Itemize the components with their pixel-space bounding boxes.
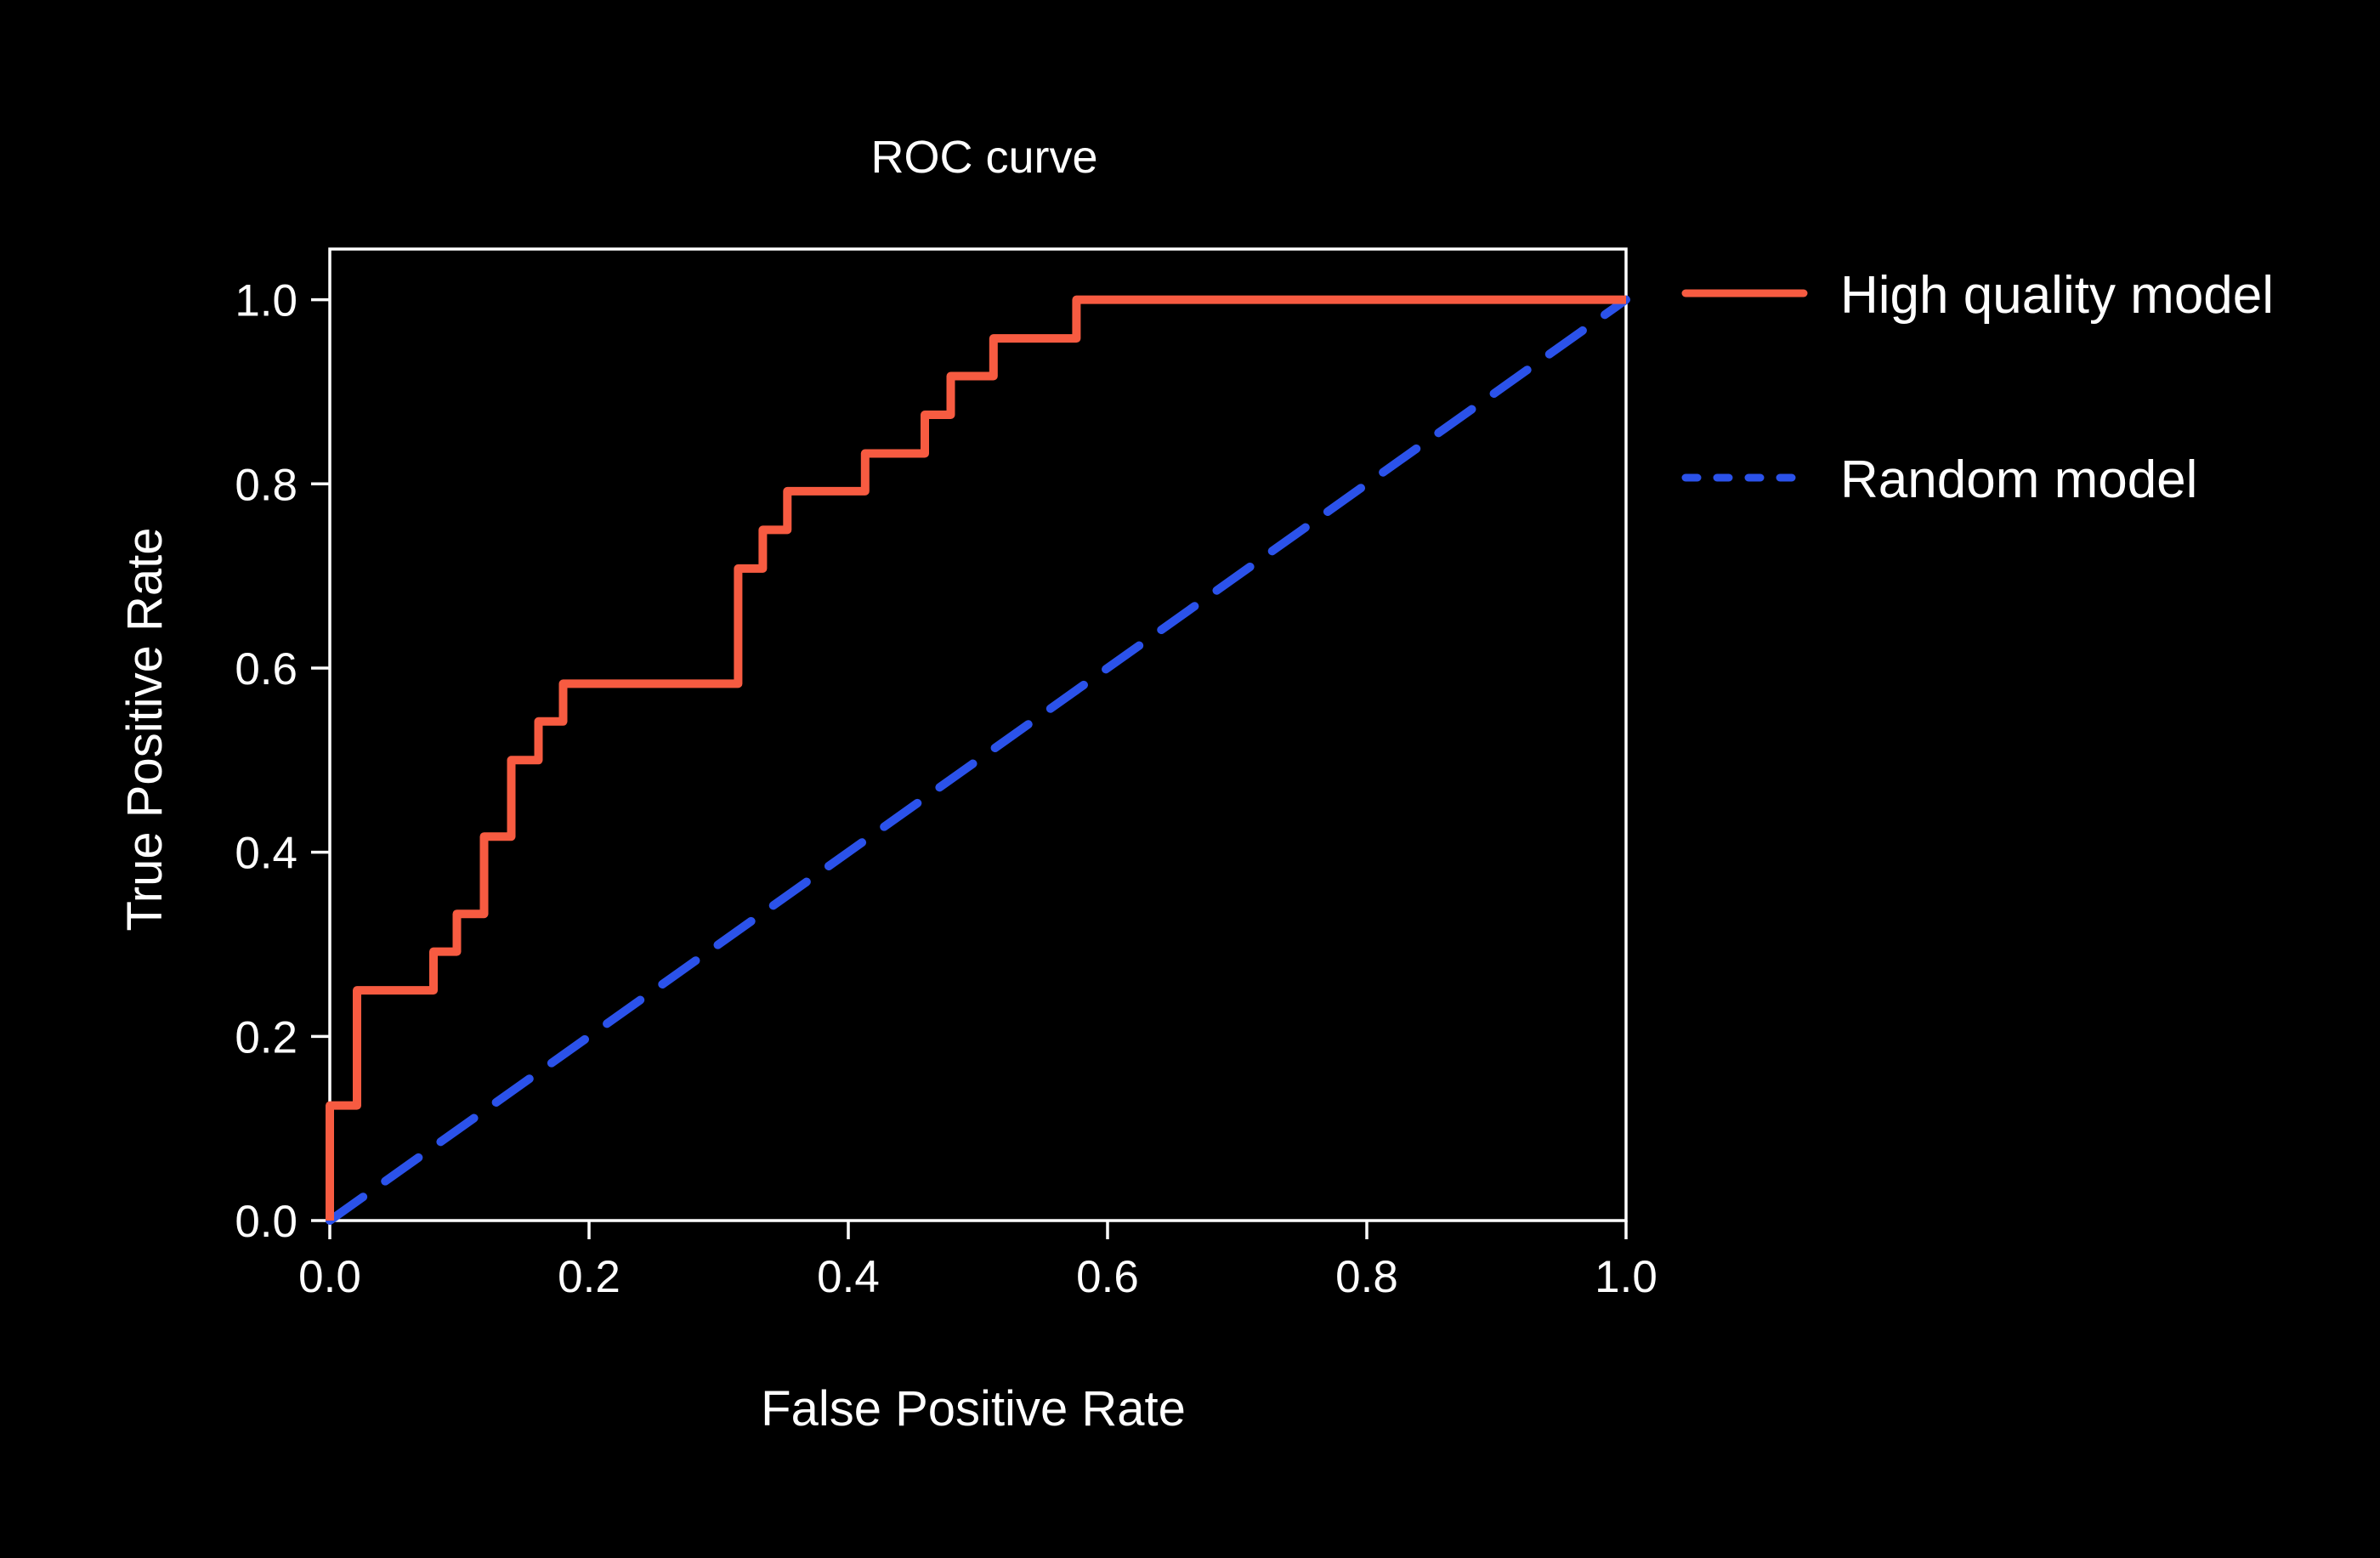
legend-label-random: Random model bbox=[1840, 450, 2197, 509]
chart-title: ROC curve bbox=[870, 132, 1097, 183]
y-tick-label: 0.8 bbox=[235, 460, 298, 510]
x-tick-label: 0.6 bbox=[1076, 1252, 1139, 1302]
y-tick-label: 0.4 bbox=[235, 829, 298, 879]
y-axis-label: True Positive Rate bbox=[117, 528, 173, 932]
x-axis-ticks: 0.0 0.2 0.4 0.6 0.8 1.0 bbox=[298, 1221, 1658, 1302]
y-axis-ticks: 0.0 0.2 0.4 0.6 0.8 1.0 bbox=[235, 276, 330, 1247]
x-axis-label: False Positive Rate bbox=[761, 1381, 1186, 1436]
x-tick-label: 0.2 bbox=[558, 1252, 620, 1302]
plot-spines bbox=[328, 247, 1628, 1222]
random-model-line bbox=[326, 295, 1630, 1225]
y-tick-label: 1.0 bbox=[235, 276, 298, 326]
legend-label-high-quality: High quality model bbox=[1840, 266, 2274, 325]
legend: High quality model Random model bbox=[1681, 266, 2274, 509]
y-tick-label: 0.0 bbox=[235, 1197, 298, 1247]
x-tick-label: 0.8 bbox=[1335, 1252, 1398, 1302]
x-tick-label: 0.4 bbox=[817, 1252, 880, 1302]
y-tick-label: 0.2 bbox=[235, 1012, 298, 1062]
x-tick-label: 0.0 bbox=[298, 1252, 361, 1302]
high-quality-model-curve bbox=[326, 295, 1626, 1221]
x-tick-label: 1.0 bbox=[1595, 1252, 1658, 1302]
y-tick-label: 0.6 bbox=[235, 644, 298, 694]
